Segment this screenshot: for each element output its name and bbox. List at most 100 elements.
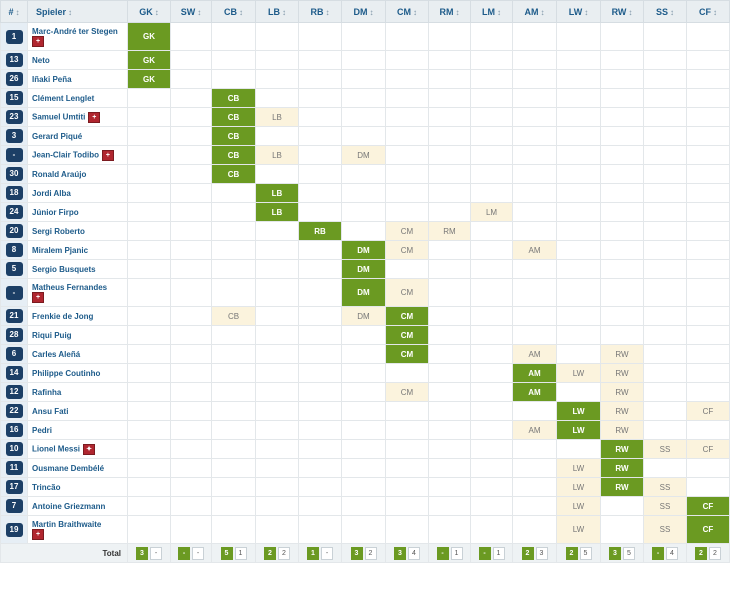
sort-icon[interactable]: ↕ [369,7,374,17]
sort-icon[interactable]: ↕ [540,7,545,17]
player-name-link[interactable]: Frenkie de Jong [32,311,94,321]
empty-position-cell [255,458,299,478]
empty-position-cell [341,183,386,203]
column-header-ss[interactable]: SS ↕ [643,0,687,23]
secondary-position-cell: AM [512,344,557,364]
secondary-position-cell: SS [643,439,687,459]
player-name-link[interactable]: Jordi Alba [32,188,71,198]
column-header-number[interactable]: # ↕ [0,0,28,23]
empty-position-cell [686,363,730,383]
player-name-cell: Ronald Araújo [27,164,128,184]
player-name-link[interactable]: Júnior Firpo [32,207,79,217]
empty-position-cell [686,420,730,440]
column-header-am[interactable]: AM ↕ [512,0,557,23]
player-name-link[interactable]: Lionel Messi [32,444,81,454]
column-header-lw[interactable]: LW ↕ [556,0,601,23]
player-number-cell: 5 [0,259,28,279]
empty-position-cell [428,496,471,516]
column-header-rb[interactable]: RB ↕ [298,0,342,23]
sort-icon[interactable]: ↕ [497,7,501,17]
column-header-sw[interactable]: SW ↕ [170,0,212,23]
player-name-link[interactable]: Gerard Piqué [32,131,83,141]
player-name-link[interactable]: Marc-André ter Stegen [32,26,118,36]
empty-position-cell [211,439,256,459]
sort-icon[interactable]: ↕ [154,7,159,17]
player-name-link[interactable]: Rafinha [32,387,62,397]
player-name-link[interactable]: Trincão [32,482,61,492]
sort-icon[interactable]: ↕ [670,7,674,17]
empty-position-cell [686,22,730,51]
player-number-cell: 1 [0,22,28,51]
secondary-total-badge: 1 [450,546,463,560]
column-header-label: SS [655,6,668,17]
player-name-link[interactable]: Philippe Coutinho [32,368,101,378]
empty-position-cell [428,126,471,146]
sort-icon[interactable]: ↕ [239,7,243,17]
empty-position-cell [211,325,256,345]
empty-position-cell [211,363,256,383]
empty-position-cell [600,325,644,345]
sort-icon[interactable]: ↕ [413,7,417,17]
sort-icon[interactable]: ↕ [713,7,717,17]
sort-icon[interactable]: ↕ [584,7,589,17]
player-name-link[interactable]: Ansu Fati [32,406,69,416]
main-total-badge: 3 [136,546,148,560]
empty-position-cell [298,22,342,51]
player-name-link[interactable]: Martin Braithwaite [32,519,102,529]
column-header-dm[interactable]: DM ↕ [341,0,386,23]
total-cell-lm: -1 [470,543,513,563]
sort-icon[interactable]: ↕ [197,7,202,17]
player-name-link[interactable]: Sergi Roberto [32,226,85,236]
player-name-link[interactable]: Jean-Clair Todibo [32,150,99,160]
column-header-cf[interactable]: CF ↕ [686,0,730,23]
column-header-cb[interactable]: CB ↕ [211,0,256,23]
empty-position-cell [298,382,342,402]
player-name-link[interactable]: Clément Lenglet [32,93,95,103]
empty-position-cell [600,88,644,108]
player-name-link[interactable]: Sergio Busquets [32,264,96,274]
secondary-position-cell: RW [600,420,644,440]
sort-icon[interactable]: ↕ [15,7,20,17]
empty-position-cell [255,259,299,279]
sort-icon[interactable]: ↕ [282,7,286,17]
player-name-link[interactable]: Miralem Pjanic [32,245,89,255]
player-name-link[interactable]: Iñaki Peña [32,74,72,84]
column-header-lb[interactable]: LB ↕ [255,0,299,23]
column-header-rw[interactable]: RW ↕ [600,0,644,23]
column-header-lm[interactable]: LM ↕ [470,0,513,23]
column-header-gk[interactable]: GK ↕ [127,0,171,23]
player-name-link[interactable]: Samuel Umtiti [32,112,86,122]
sort-icon[interactable]: ↕ [68,7,73,17]
player-name-link[interactable]: Pedri [32,425,53,435]
column-header-rm[interactable]: RM ↕ [428,0,471,23]
column-header-cm[interactable]: CM ↕ [385,0,429,23]
secondary-position-cell: SS [643,496,687,516]
empty-position-cell [341,69,386,89]
empty-position-cell [470,496,513,516]
secondary-position-cell: LB [255,145,299,165]
sort-icon[interactable]: ↕ [325,7,330,17]
column-header-spieler[interactable]: Spieler ↕ [27,0,128,23]
player-name-link[interactable]: Ousmane Dembélé [32,463,105,473]
empty-position-cell [385,496,429,516]
player-name-cell: Antoine Griezmann [27,496,128,516]
secondary-position-cell: DM [341,145,386,165]
empty-position-cell [428,183,471,203]
player-name-link[interactable]: Matheus Fernandes [32,282,108,292]
injury-icon: + [32,291,44,303]
empty-position-cell [170,363,212,383]
player-name-link[interactable]: Ronald Araújo [32,169,87,179]
secondary-total-badge: 1 [492,546,505,560]
empty-position-cell [341,88,386,108]
empty-position-cell [170,278,212,307]
player-name-link[interactable]: Neto [32,55,50,65]
sort-icon[interactable]: ↕ [455,7,460,17]
empty-position-cell [686,458,730,478]
player-name-link[interactable]: Carles Aleñá [32,349,81,359]
sort-icon[interactable]: ↕ [628,7,633,17]
player-name-link[interactable]: Antoine Griezmann [32,501,106,511]
main-position-cell: LB [255,183,299,203]
player-name-link[interactable]: Riqui Puig [32,330,72,340]
player-number-badge: 12 [5,385,23,399]
empty-position-cell [127,439,171,459]
